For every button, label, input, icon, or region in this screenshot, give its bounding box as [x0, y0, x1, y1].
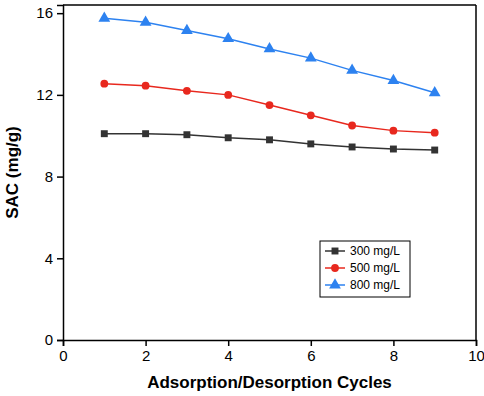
- tick-mark: [393, 340, 395, 346]
- marker: [266, 101, 274, 109]
- legend-marker: [329, 278, 341, 288]
- frame: [475, 5, 477, 340]
- tick-mark: [228, 340, 230, 346]
- marker: [183, 87, 191, 95]
- tick-label: 8: [45, 168, 53, 185]
- tick-mark: [57, 13, 63, 15]
- tick-mark: [311, 340, 313, 346]
- tick-label: 4: [45, 250, 53, 267]
- frame: [63, 4, 476, 6]
- axis-line: [64, 341, 477, 347]
- tick-label: 8: [390, 347, 398, 364]
- tick: 4: [225, 340, 233, 364]
- marker: [140, 16, 152, 26]
- legend-box: [320, 241, 410, 297]
- marker: [346, 64, 358, 74]
- tick-label: 16: [36, 4, 53, 21]
- marker: [349, 144, 356, 151]
- tick-mark: [57, 258, 63, 260]
- tick-mark: [57, 95, 63, 97]
- marker: [307, 111, 315, 119]
- tick-mark: [476, 340, 478, 346]
- tick: 0: [59, 340, 67, 364]
- tick-mark: [57, 176, 63, 178]
- marker: [222, 32, 234, 42]
- legend: 300 mg/L 500 mg/L 800 mg/L: [320, 241, 410, 297]
- tick-label: 2: [142, 347, 150, 364]
- series-line: [104, 134, 434, 150]
- marker: [388, 74, 400, 84]
- chart: 0 2 4 6 8 10 0 4 8 12 16 300 mg/L 500 mg/L 800 mg/L Ad…: [0, 0, 484, 396]
- marker: [431, 147, 438, 154]
- tick: 0: [45, 331, 63, 348]
- legend-label: 800 mg/L: [350, 278, 400, 292]
- x-axis: 0 2 4 6 8 10: [59, 340, 484, 364]
- tick: 8: [45, 168, 63, 185]
- tick-label: 4: [225, 347, 233, 364]
- legend-marker: [331, 264, 339, 272]
- marker: [142, 130, 149, 137]
- x-axis-title: Adsorption/Desorption Cycles: [147, 373, 392, 392]
- series-line: [104, 18, 434, 93]
- series-line: [104, 84, 434, 133]
- marker: [225, 134, 232, 141]
- tick-label: 12: [36, 86, 53, 103]
- plot: 0 2 4 6 8 10 0 4 8 12 16 300 mg/L 500 mg/L 800 mg/L: [36, 4, 484, 363]
- tick: 16: [36, 4, 63, 21]
- tick: 10: [468, 340, 484, 364]
- tick-mark: [145, 340, 147, 346]
- marker: [224, 91, 232, 99]
- marker: [183, 131, 190, 138]
- marker: [100, 80, 108, 88]
- tick-label: 10: [468, 347, 484, 364]
- tick-label: 0: [59, 347, 67, 364]
- axis-line: [57, 6, 64, 341]
- tick: 2: [142, 340, 150, 364]
- data-area: [98, 11, 440, 153]
- y-axis: 0 4 8 12 16: [36, 4, 63, 348]
- marker: [389, 127, 397, 135]
- marker: [264, 42, 276, 52]
- marker: [431, 129, 439, 137]
- marker: [266, 136, 273, 143]
- marker: [142, 82, 150, 90]
- tick-mark: [57, 340, 63, 342]
- tick: 12: [36, 86, 63, 103]
- tick-label: 0: [45, 331, 53, 348]
- marker: [101, 130, 108, 137]
- marker: [429, 86, 441, 96]
- tick: 6: [307, 340, 315, 364]
- legend-label: 300 mg/L: [350, 244, 400, 258]
- marker: [181, 24, 193, 34]
- y-axis-title: SAC (mg/g): [3, 126, 22, 219]
- tick-label: 6: [307, 347, 315, 364]
- marker: [305, 51, 317, 61]
- marker: [348, 122, 356, 130]
- legend-label: 500 mg/L: [350, 261, 400, 275]
- marker: [98, 11, 110, 21]
- marker: [307, 140, 314, 147]
- marker: [390, 146, 397, 153]
- tick: 4: [45, 250, 63, 267]
- tick: 8: [390, 340, 398, 364]
- legend-marker: [332, 248, 339, 255]
